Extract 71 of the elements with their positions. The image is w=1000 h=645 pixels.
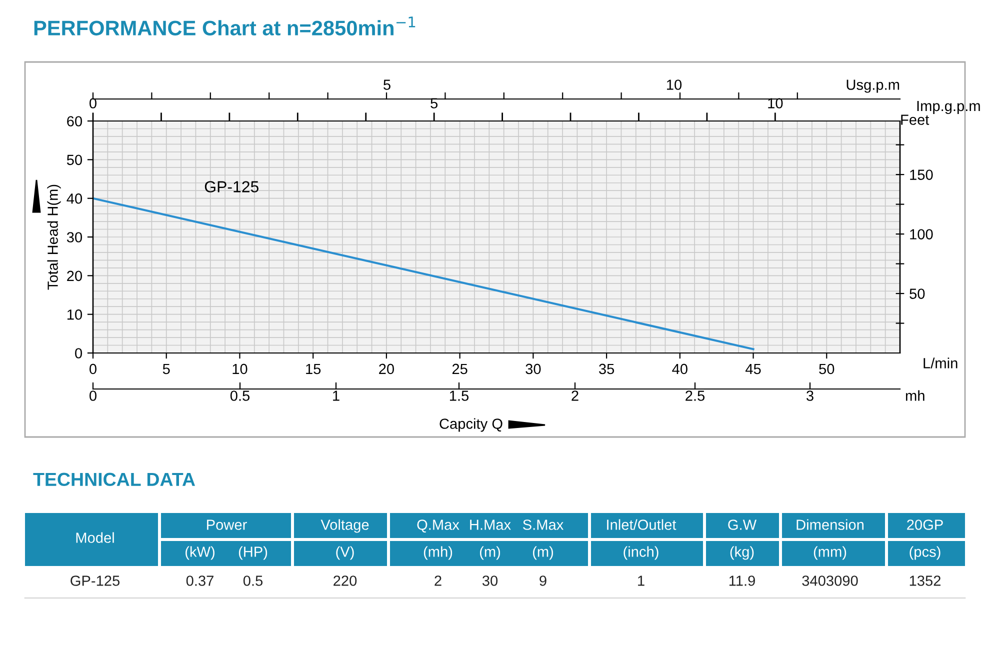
text: (inch) — [624, 546, 658, 560]
text: 1 — [638, 576, 644, 586]
text: 2.5 — [686, 390, 705, 401]
text: 20GP — [907, 520, 943, 530]
text: 3 — [806, 390, 814, 401]
x-tick-label: 0 — [90, 364, 96, 374]
y2-axis-title: Feet — [901, 114, 930, 125]
text: 0.5 — [230, 390, 250, 401]
text: 0 — [90, 390, 96, 401]
text: 3403090 — [802, 576, 858, 586]
text: 5 — [384, 80, 390, 90]
text: (mh) — [424, 546, 452, 560]
x-tick-label: 45 — [746, 364, 761, 374]
text: (V) — [336, 546, 354, 560]
text: Voltage — [320, 519, 369, 533]
x-tick-label: 30 — [526, 364, 541, 374]
x-tick-label: 25 — [452, 364, 468, 374]
x-tick-label: 10 — [232, 364, 248, 374]
text: 2 — [572, 390, 578, 401]
text: 30 — [482, 576, 498, 586]
y-tick-label: 60 — [67, 116, 82, 126]
chart-title: PERFORMANCE Chart at n=2850min$^{−1}$ — [34, 16, 416, 36]
text: S.Max — [523, 520, 564, 530]
text: 9 — [540, 576, 546, 586]
text: Inlet/Outlet — [607, 519, 676, 530]
x-tick-label: 50 — [819, 364, 834, 374]
text: (m) — [532, 546, 554, 560]
text: (mm) — [814, 546, 846, 560]
y-tick-label: 0 — [75, 348, 82, 358]
text: 10 — [667, 80, 682, 90]
y-tick-label: 30 — [66, 232, 82, 242]
y-tick-label: 40 — [66, 193, 82, 204]
text: 1.5 — [450, 390, 469, 401]
x2-axis-title: Imp.g.p.m — [917, 100, 980, 114]
x-tick-label: 15 — [306, 364, 321, 374]
text: Q.Max — [417, 520, 460, 533]
text: Dimension — [796, 519, 864, 530]
text: H.Max — [470, 520, 511, 530]
y2-tick-label: 150 — [910, 170, 933, 180]
text: 11.9 — [729, 576, 755, 586]
text: (kW) — [186, 546, 214, 560]
y-tick-label: 50 — [66, 154, 82, 166]
text: G.W — [728, 520, 757, 530]
x-tick-label: 40 — [672, 364, 688, 374]
x-tick-label: 5 — [162, 364, 170, 374]
x-tick-label: 20 — [379, 364, 394, 374]
text: (m) — [480, 546, 500, 560]
text: 0.5 — [243, 576, 263, 586]
series-label: GP-125 — [204, 181, 258, 192]
text: mh — [906, 390, 924, 401]
y-tick-label: 20 — [67, 270, 82, 282]
x-tick-label: 35 — [598, 364, 614, 374]
y-tick-label: 10 — [67, 309, 82, 320]
text: (HP) — [238, 546, 268, 560]
x-axis-title: L/min — [924, 358, 958, 368]
text: Usg.p.m — [846, 80, 900, 93]
text: 1 — [333, 390, 340, 401]
text: TECHNICAL DATA — [33, 472, 196, 486]
text: 0.37 — [186, 576, 214, 586]
y2-tick-label: 100 — [910, 229, 933, 240]
y-axis-title: Total Head H(m) — [47, 184, 61, 290]
text: GP-125 — [70, 576, 120, 586]
text: 2 — [434, 576, 442, 586]
text: 220 — [334, 576, 357, 586]
text: (kg) — [730, 546, 754, 560]
text: Model — [76, 532, 114, 543]
y2-tick-label: 50 — [910, 288, 925, 299]
text: Capcity Q — [440, 418, 502, 432]
text: 1352 — [910, 576, 940, 586]
text: (pcs) — [910, 546, 940, 560]
text: Power — [207, 520, 247, 530]
